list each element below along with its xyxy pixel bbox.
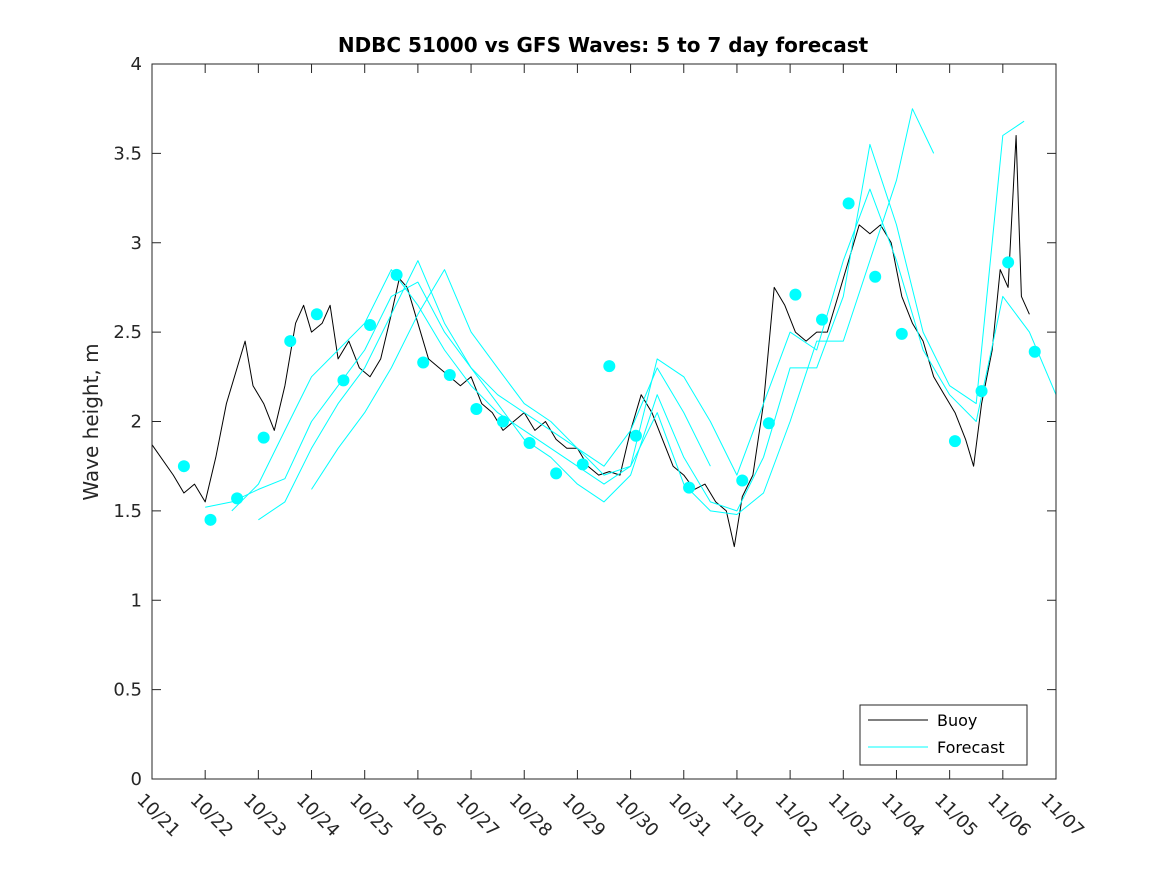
forecast-marker <box>603 360 616 373</box>
y-axis-label: Wave height, m <box>79 343 103 500</box>
forecast-series-line-3 <box>258 120 1025 521</box>
y-tick-label: 1.5 <box>113 501 142 522</box>
y-tick-label: 0 <box>131 769 142 790</box>
y-tick-label: 2.5 <box>113 322 142 343</box>
forecast-marker <box>284 335 297 348</box>
plot-background <box>152 64 1056 779</box>
forecast-marker <box>337 374 350 387</box>
forecast-marker <box>842 197 855 210</box>
forecast-marker <box>204 513 217 526</box>
legend-buoy-label: Buoy <box>937 711 977 730</box>
forecast-marker <box>576 458 589 471</box>
legend: Buoy Forecast <box>859 704 1028 766</box>
buoy-series-line <box>151 135 1030 548</box>
y-tick-label: 2 <box>131 412 142 433</box>
forecast-series-line-1 <box>205 281 711 508</box>
y-tick-label: 3.5 <box>113 143 142 164</box>
forecast-marker <box>364 318 377 331</box>
series-layer <box>151 108 1057 548</box>
forecast-marker <box>948 435 961 448</box>
forecast-marker <box>683 481 696 494</box>
forecast-series-line-2 <box>231 188 1057 512</box>
y-tick-label: 4 <box>131 54 142 75</box>
forecast-series-line-4 <box>311 108 935 515</box>
forecast-marker <box>523 436 536 449</box>
forecast-marker <box>443 369 456 382</box>
forecast-marker <box>470 402 483 415</box>
forecast-marker <box>975 385 988 398</box>
legend-forecast-label: Forecast <box>937 738 1005 757</box>
forecast-marker <box>550 467 563 480</box>
y-tick-label: 3 <box>131 233 142 254</box>
legend-box <box>859 704 1028 766</box>
marker-layer <box>177 197 1041 526</box>
forecast-marker <box>390 268 403 281</box>
forecast-marker <box>1028 345 1041 358</box>
forecast-marker <box>736 474 749 487</box>
forecast-marker <box>816 313 829 326</box>
forecast-marker <box>417 356 430 369</box>
forecast-marker <box>895 327 908 340</box>
forecast-marker <box>789 288 802 301</box>
y-tick-label: 0.5 <box>113 680 142 701</box>
forecast-marker <box>629 429 642 442</box>
forecast-marker <box>1002 256 1015 269</box>
forecast-marker <box>310 308 323 321</box>
forecast-marker <box>496 415 509 428</box>
forecast-marker <box>869 270 882 283</box>
y-tick-label: 1 <box>131 590 142 611</box>
forecast-marker <box>177 460 190 473</box>
forecast-marker <box>231 492 244 505</box>
chart-title: NDBC 51000 vs GFS Waves: 5 to 7 day fore… <box>338 33 869 57</box>
forecast-marker <box>257 431 270 444</box>
forecast-marker <box>762 417 775 430</box>
